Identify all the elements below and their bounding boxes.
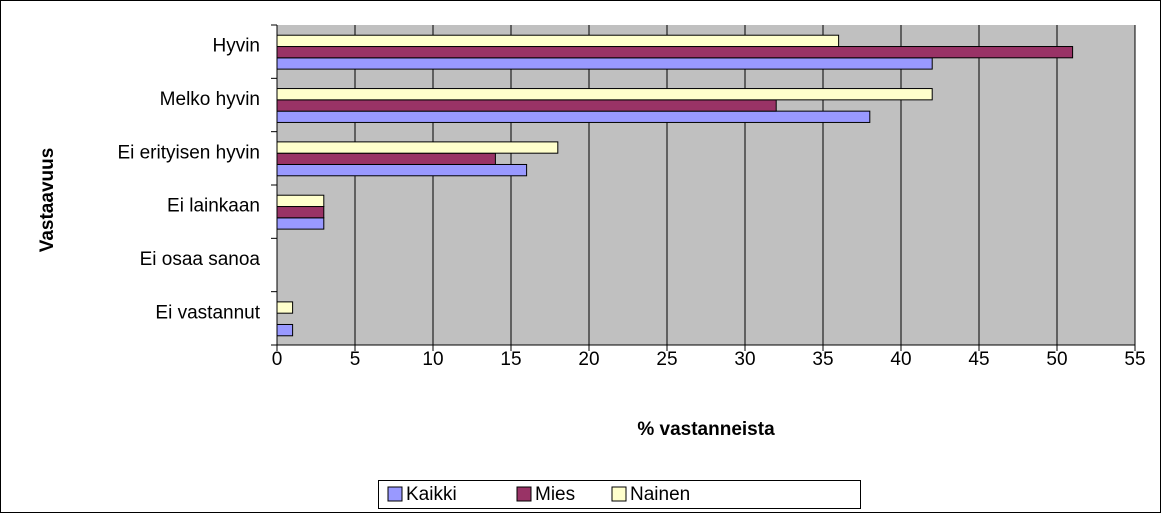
legend-label: Kaikki — [406, 484, 457, 505]
x-tick-label: 35 — [812, 349, 833, 370]
legend-swatch — [611, 486, 627, 502]
bar — [276, 99, 777, 112]
x-tick-label: 50 — [1046, 349, 1067, 370]
y-tick-label: Ei vastannut — [155, 302, 260, 323]
bar — [276, 323, 294, 337]
y-tick-label: Hyvin — [212, 36, 260, 57]
x-tick-label: 25 — [656, 349, 677, 370]
x-tick-label: 40 — [890, 349, 911, 370]
y-tick-label: Ei erityisen hyvin — [117, 142, 260, 163]
legend-label: Nainen — [630, 484, 690, 505]
bar — [276, 34, 840, 48]
bar — [276, 57, 933, 70]
x-axis-label: % vastanneista — [637, 419, 775, 440]
bar — [276, 217, 325, 230]
x-tick-label: 0 — [272, 349, 283, 370]
legend-swatch — [387, 486, 403, 502]
legend-label: Mies — [535, 484, 575, 505]
bar — [276, 46, 1074, 59]
bar — [276, 141, 559, 154]
y-tick-label: Ei osaa sanoa — [140, 249, 261, 270]
x-tick-label: 55 — [1124, 349, 1145, 370]
x-tick-label: 30 — [734, 349, 755, 370]
bar — [276, 206, 325, 219]
x-tick-label: 10 — [422, 349, 443, 370]
bar — [276, 194, 325, 208]
plot-area — [277, 25, 1135, 345]
x-tick-label: 20 — [578, 349, 599, 370]
bar — [276, 110, 871, 123]
bar — [276, 88, 933, 101]
x-tick-label: 5 — [350, 349, 361, 370]
bar — [276, 152, 496, 165]
y-axis-label: Vastaavuus — [37, 148, 58, 253]
x-tick-label: 15 — [500, 349, 521, 370]
legend-swatch — [516, 486, 532, 502]
bar — [276, 301, 294, 314]
bar — [276, 163, 528, 177]
x-tick-label: 45 — [968, 349, 989, 370]
y-tick-label: Ei lainkaan — [167, 196, 260, 217]
y-tick-label: Melko hyvin — [160, 89, 260, 110]
